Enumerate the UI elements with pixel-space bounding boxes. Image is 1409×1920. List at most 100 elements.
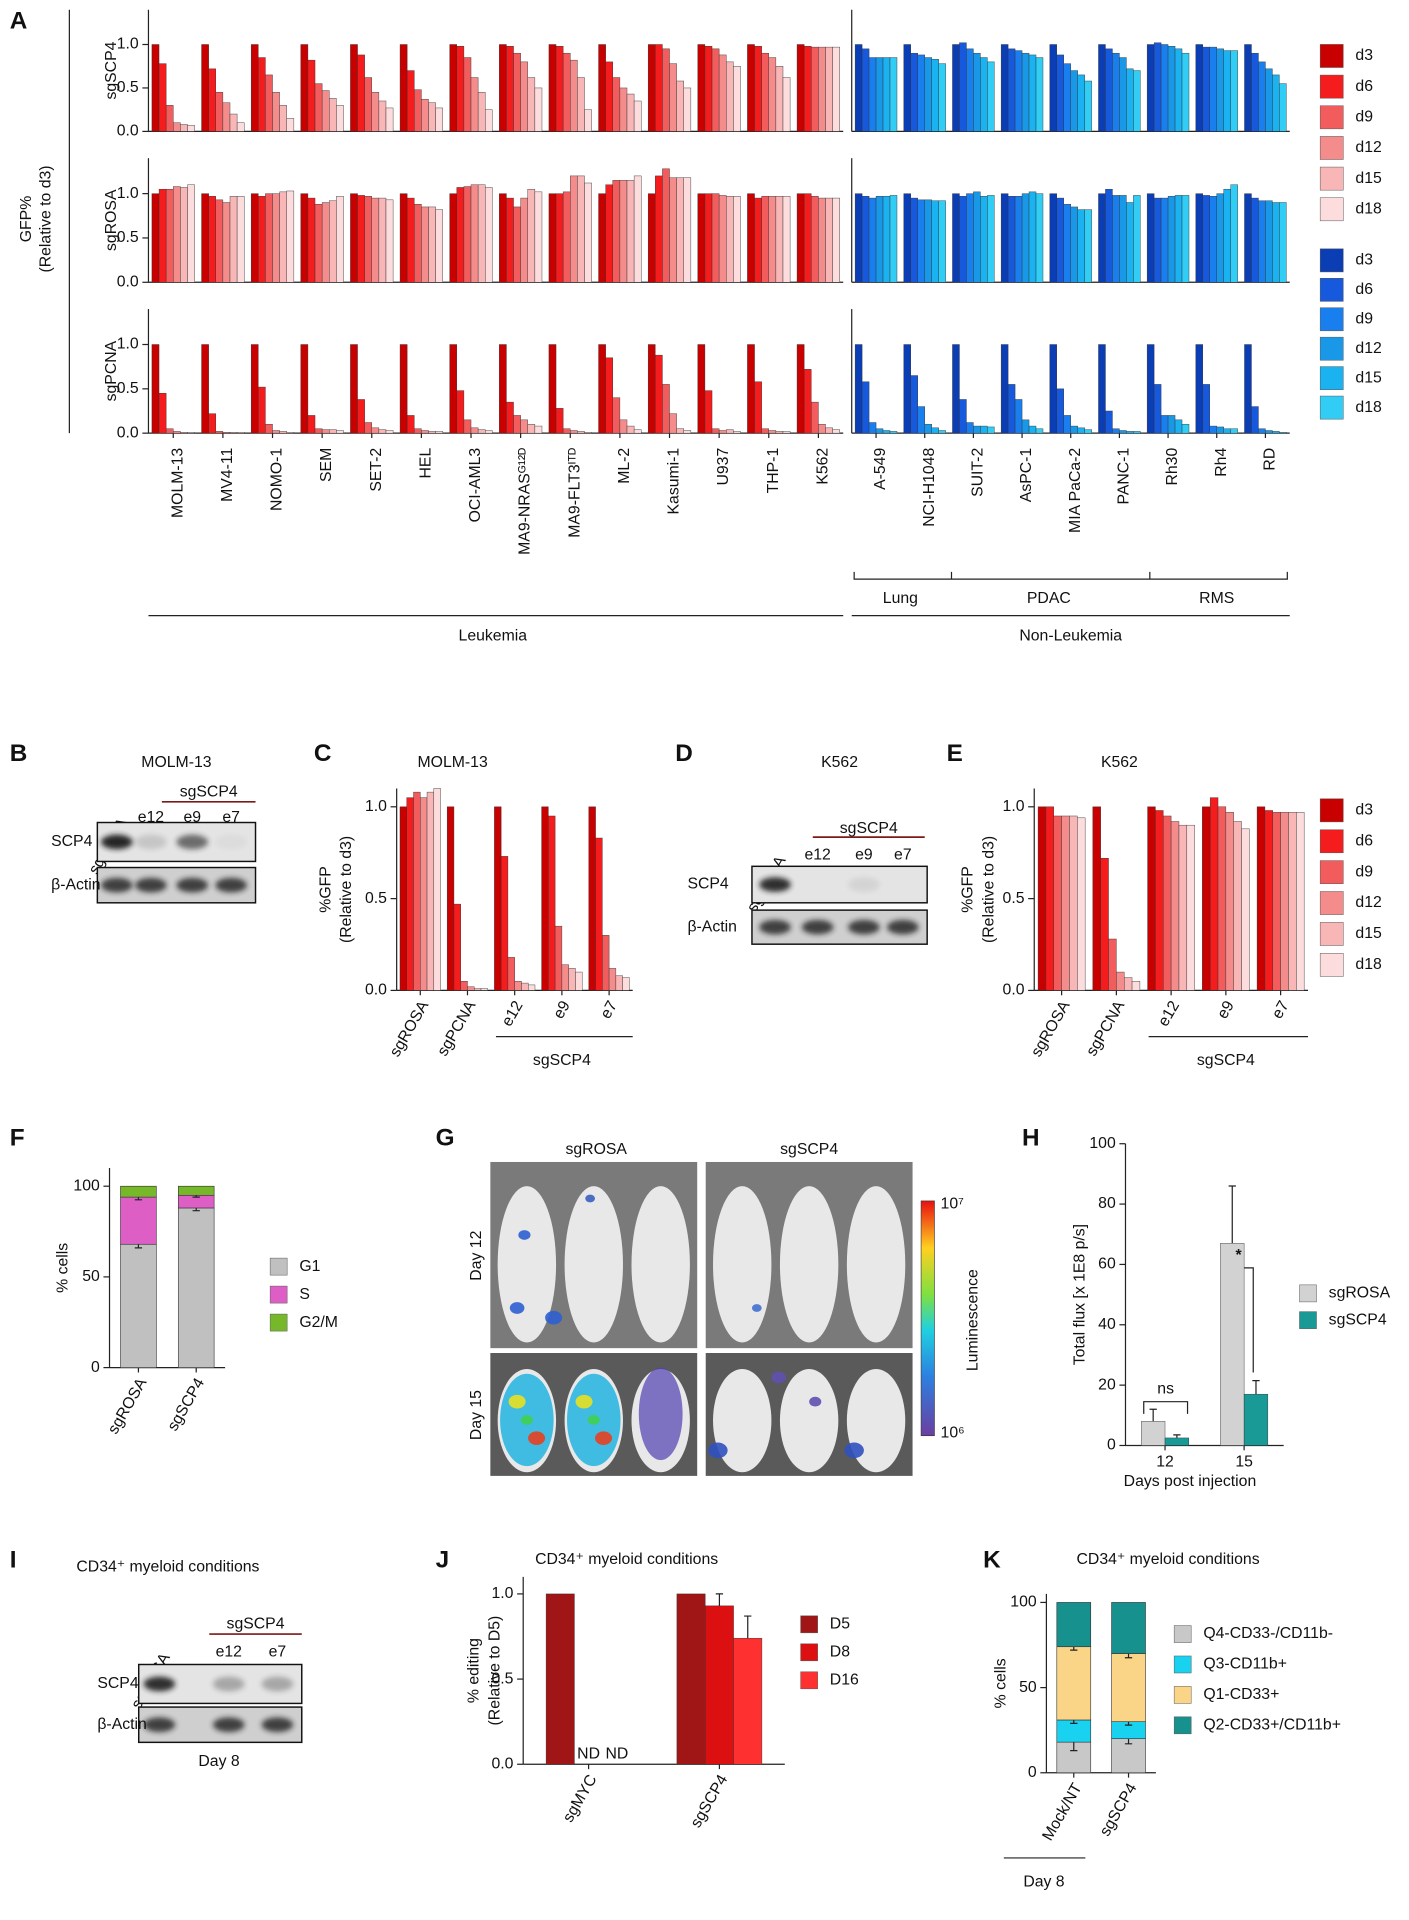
blot-band (887, 919, 919, 935)
bar (796, 344, 805, 434)
bar (279, 191, 287, 283)
signal (751, 1304, 762, 1312)
bar (1202, 195, 1210, 283)
bar (406, 415, 415, 434)
blot-title: MOLM-13 (141, 754, 211, 771)
bar (626, 93, 635, 132)
bar (1153, 384, 1162, 434)
bar (1116, 971, 1125, 991)
bar (435, 431, 443, 434)
bar (861, 381, 870, 434)
bar (421, 206, 429, 283)
bar (747, 44, 755, 132)
mouse (631, 1186, 690, 1343)
bar (733, 1637, 763, 1765)
bar (1153, 42, 1162, 132)
lane-label: e7 (894, 847, 912, 864)
legend-label: G1 (299, 1258, 320, 1275)
bar (584, 432, 592, 434)
x-tick-label: NCI-H1048 (921, 448, 938, 527)
bar-segment (1056, 1646, 1092, 1721)
bar (1167, 196, 1176, 283)
bar (811, 196, 819, 283)
y-axis-label: % cells (54, 1243, 71, 1293)
bar (1167, 415, 1176, 434)
bar (655, 354, 663, 434)
bar (474, 988, 482, 991)
y-tick-label: 100 (1010, 1594, 1037, 1611)
bar (527, 188, 536, 283)
bar (500, 856, 509, 991)
x-tick-label: K562 (814, 448, 831, 485)
bar (1035, 428, 1044, 434)
legend-label: d9 (1355, 863, 1373, 880)
bar (1000, 344, 1009, 434)
bar (527, 77, 536, 132)
bar (754, 197, 762, 283)
bar (1160, 415, 1169, 434)
panel-letter: I (10, 1546, 17, 1573)
bar (399, 193, 408, 283)
bar (633, 100, 642, 132)
column-label: sgROSA (565, 1141, 627, 1158)
bar (782, 431, 791, 434)
signal (587, 1415, 600, 1425)
bar (1049, 193, 1057, 283)
row-label: Day 15 (468, 1390, 485, 1440)
bar (875, 428, 884, 434)
bar (215, 431, 224, 434)
legend-swatch (1319, 105, 1344, 130)
bar (782, 196, 791, 283)
bar (598, 44, 606, 132)
bar (662, 48, 670, 132)
signal (594, 1431, 613, 1445)
bar (1126, 431, 1134, 434)
value-label: ND (577, 1746, 600, 1763)
error-bar (1124, 1721, 1133, 1726)
blot-band (143, 1717, 176, 1733)
bar (350, 344, 358, 434)
x-tick-label: e7 (598, 998, 622, 1022)
bar (980, 57, 988, 132)
bar (548, 815, 556, 991)
bar (364, 77, 372, 132)
bar (683, 177, 692, 283)
legend-swatch (1319, 891, 1344, 915)
bar (1223, 50, 1231, 132)
bar (1146, 193, 1155, 283)
bar (413, 791, 421, 991)
legend-label: sgSCP4 (1329, 1311, 1387, 1328)
x-tick-label: ML-2 (616, 448, 633, 484)
bar (229, 113, 238, 132)
bar (931, 200, 939, 283)
colorbar-min: 10⁶ (941, 1424, 965, 1441)
blot-band (101, 834, 133, 850)
bar (541, 806, 549, 991)
bar (250, 44, 259, 132)
y-tick-label: 0.5 (1003, 890, 1025, 907)
bar (987, 195, 995, 283)
x-tick-label: MIA PaCa-2 (1067, 448, 1084, 533)
bar (378, 100, 387, 132)
bar (433, 788, 441, 991)
bar (938, 63, 946, 132)
bar (1244, 44, 1252, 132)
bar (548, 344, 557, 434)
bar (428, 206, 436, 283)
bar (1069, 815, 1078, 991)
bar (1272, 74, 1280, 132)
legend-swatch (1319, 248, 1344, 273)
bar (265, 193, 273, 283)
mouse (713, 1186, 772, 1343)
error-bar (744, 1615, 752, 1639)
bar (726, 61, 734, 132)
signal (545, 1310, 563, 1325)
bar (555, 46, 564, 132)
legend-swatch (1173, 1625, 1192, 1643)
bar (1233, 821, 1242, 991)
legend-swatch (1319, 395, 1344, 420)
legend-label: S (299, 1286, 310, 1303)
bar (705, 1605, 734, 1765)
bar (1007, 384, 1016, 434)
bar (420, 797, 428, 991)
